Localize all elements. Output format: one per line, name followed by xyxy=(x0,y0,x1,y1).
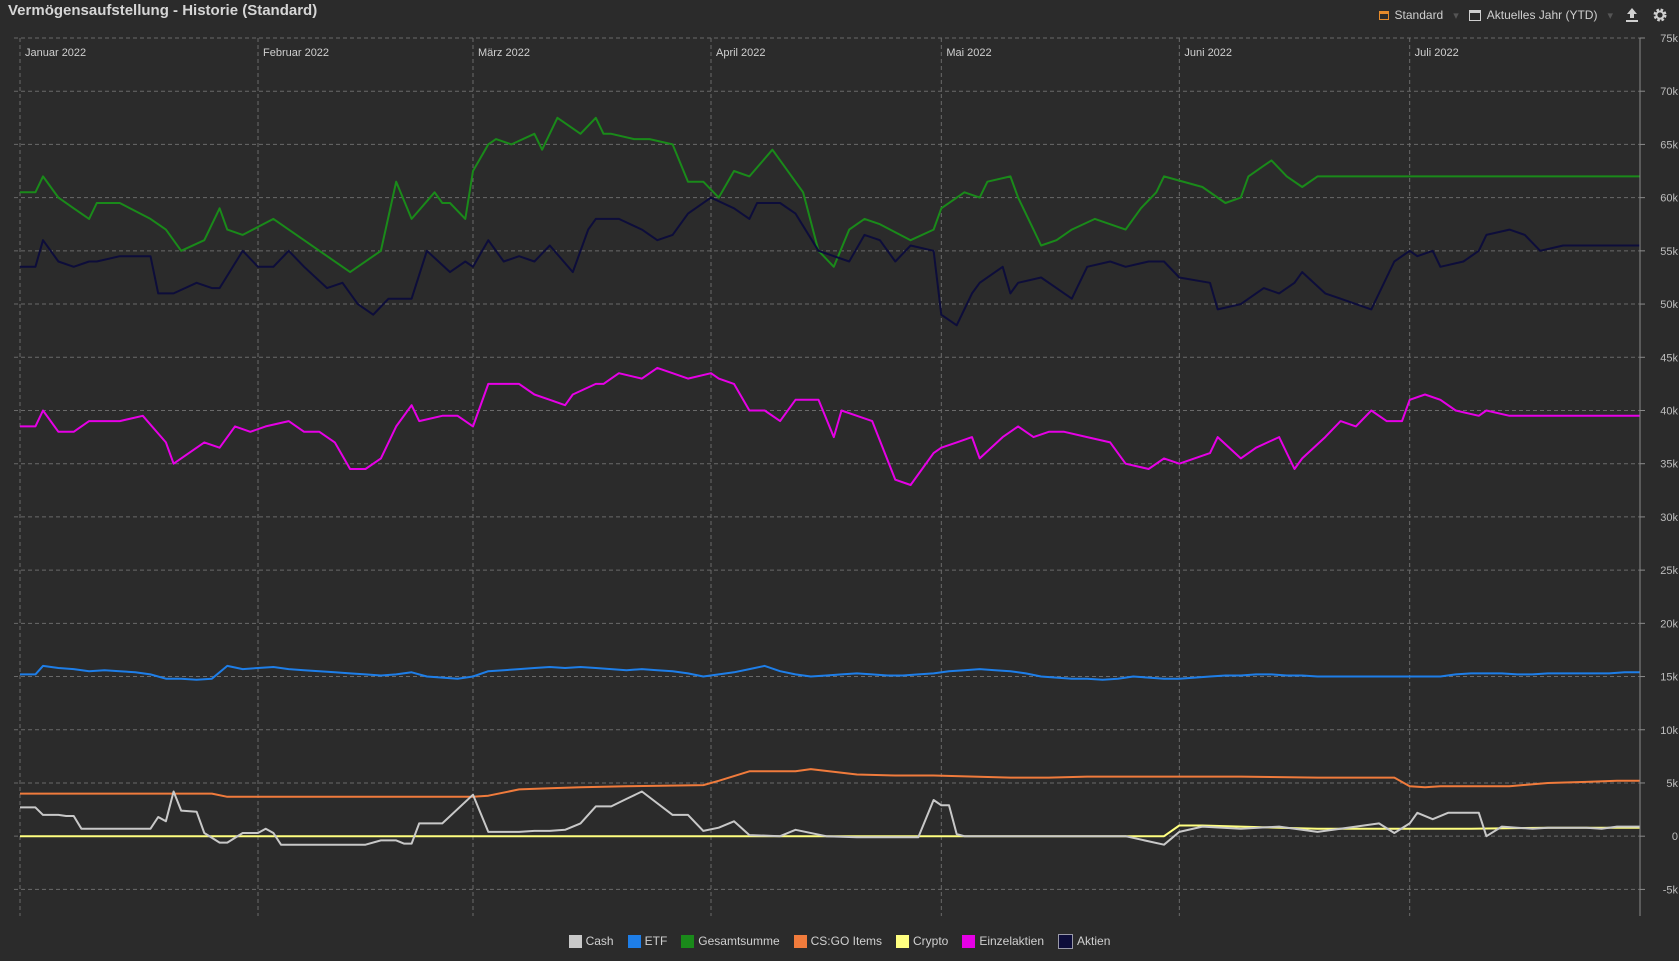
legend-swatch xyxy=(681,934,695,948)
view-selector[interactable]: Standard ▾ xyxy=(1378,8,1459,22)
y-tick-label: 50k xyxy=(1660,299,1678,311)
month-layer: Januar 2022 Februar 2022 März 2022 April 20… xyxy=(19,38,1459,916)
legend-label: Cash xyxy=(585,934,614,948)
series-layer xyxy=(20,116,1640,846)
month-label: März 2022 xyxy=(478,47,530,59)
period-selector[interactable]: Aktuelles Jahr (YTD) ▾ xyxy=(1468,8,1613,22)
legend-swatch xyxy=(1058,933,1074,949)
legend-item-crypto[interactable]: Crypto xyxy=(895,934,949,948)
dropdown-chevron-icon: ▾ xyxy=(1453,9,1459,22)
series-line-einzelaktien[interactable] xyxy=(20,366,1640,486)
series-line-cash[interactable] xyxy=(20,790,1640,846)
month-label: April 2022 xyxy=(716,47,766,59)
period-label: Aktuelles Jahr (YTD) xyxy=(1486,8,1598,22)
y-tick-label: -5k xyxy=(1663,884,1679,896)
y-tick-label: 45k xyxy=(1660,352,1678,364)
chart-legend: Cash ETF Gesamtsumme CS:GO Items Crypto Einze… xyxy=(0,931,1679,951)
legend-swatch xyxy=(895,934,909,948)
legend-label: CS:GO Items xyxy=(810,934,882,948)
gear-icon[interactable] xyxy=(1651,6,1669,24)
y-tick-label: 55k xyxy=(1660,246,1678,258)
legend-item-einzelaktien[interactable]: Einzelaktien xyxy=(962,934,1044,948)
history-line-chart[interactable]: Januar 2022 Februar 2022 März 2022 April 20… xyxy=(0,0,1679,930)
y-tick-label: 10k xyxy=(1660,725,1678,737)
legend-swatch xyxy=(568,934,582,948)
y-tick-label: 20k xyxy=(1660,618,1678,630)
y-tick-label: 0 xyxy=(1672,831,1678,843)
upload-icon[interactable] xyxy=(1623,6,1641,24)
legend-swatch xyxy=(962,934,976,948)
legend-label: Einzelaktien xyxy=(979,934,1045,948)
y-tick-label: 15k xyxy=(1660,672,1678,684)
y-tick-label: 75k xyxy=(1660,33,1678,45)
calendar-icon xyxy=(1468,9,1481,21)
series-line-gesamtsumme[interactable] xyxy=(20,116,1640,274)
y-tick-label: 60k xyxy=(1660,193,1678,205)
standard-view-icon xyxy=(1378,10,1389,20)
grid-layer xyxy=(14,37,1640,890)
y-tick-label: 40k xyxy=(1660,405,1678,417)
legend-item-cs-go-items[interactable]: CS:GO Items xyxy=(793,934,882,948)
y-tick-label: 5k xyxy=(1666,778,1678,790)
y-tick-label: 35k xyxy=(1660,459,1678,471)
legend-item-cash[interactable]: Cash xyxy=(568,934,614,948)
month-label: Januar 2022 xyxy=(25,47,86,59)
toolbar: Standard ▾ Aktuelles Jahr (YTD) ▾ xyxy=(1378,4,1669,26)
series-line-cs-go-items[interactable] xyxy=(20,768,1640,798)
view-label: Standard xyxy=(1394,8,1444,22)
legend-item-aktien[interactable]: Aktien xyxy=(1058,933,1111,949)
legend-swatch xyxy=(793,934,807,948)
month-label: Juni 2022 xyxy=(1184,47,1232,59)
legend-item-gesamtsumme[interactable]: Gesamtsumme xyxy=(681,934,780,948)
legend-label: ETF xyxy=(644,934,668,948)
y-tick-label: 65k xyxy=(1660,139,1678,151)
chart-title: Vermögensaufstellung - Historie (Standar… xyxy=(8,2,318,19)
series-line-aktien[interactable] xyxy=(20,196,1640,327)
legend-swatch xyxy=(627,934,641,948)
legend-item-etf[interactable]: ETF xyxy=(627,934,668,948)
y-tick-label: 30k xyxy=(1660,512,1678,524)
month-label: Februar 2022 xyxy=(263,47,329,59)
legend-label: Aktien xyxy=(1077,934,1111,948)
top-bar: Vermögensaufstellung - Historie (Standar… xyxy=(0,0,1679,28)
month-label: Juli 2022 xyxy=(1415,47,1459,59)
y-tick-label: 25k xyxy=(1660,565,1678,577)
dropdown-chevron-icon: ▾ xyxy=(1607,9,1613,22)
month-label: Mai 2022 xyxy=(946,47,991,59)
legend-label: Gesamtsumme xyxy=(698,934,780,948)
y-axis: -5k 0 5k 10k 15k 20k 25k 30k 35k 40k 45k 50k 55k 60k 6… xyxy=(1639,33,1679,916)
series-line-etf[interactable] xyxy=(20,664,1640,681)
legend-label: Crypto xyxy=(912,934,949,948)
y-tick-label: 70k xyxy=(1660,86,1678,98)
